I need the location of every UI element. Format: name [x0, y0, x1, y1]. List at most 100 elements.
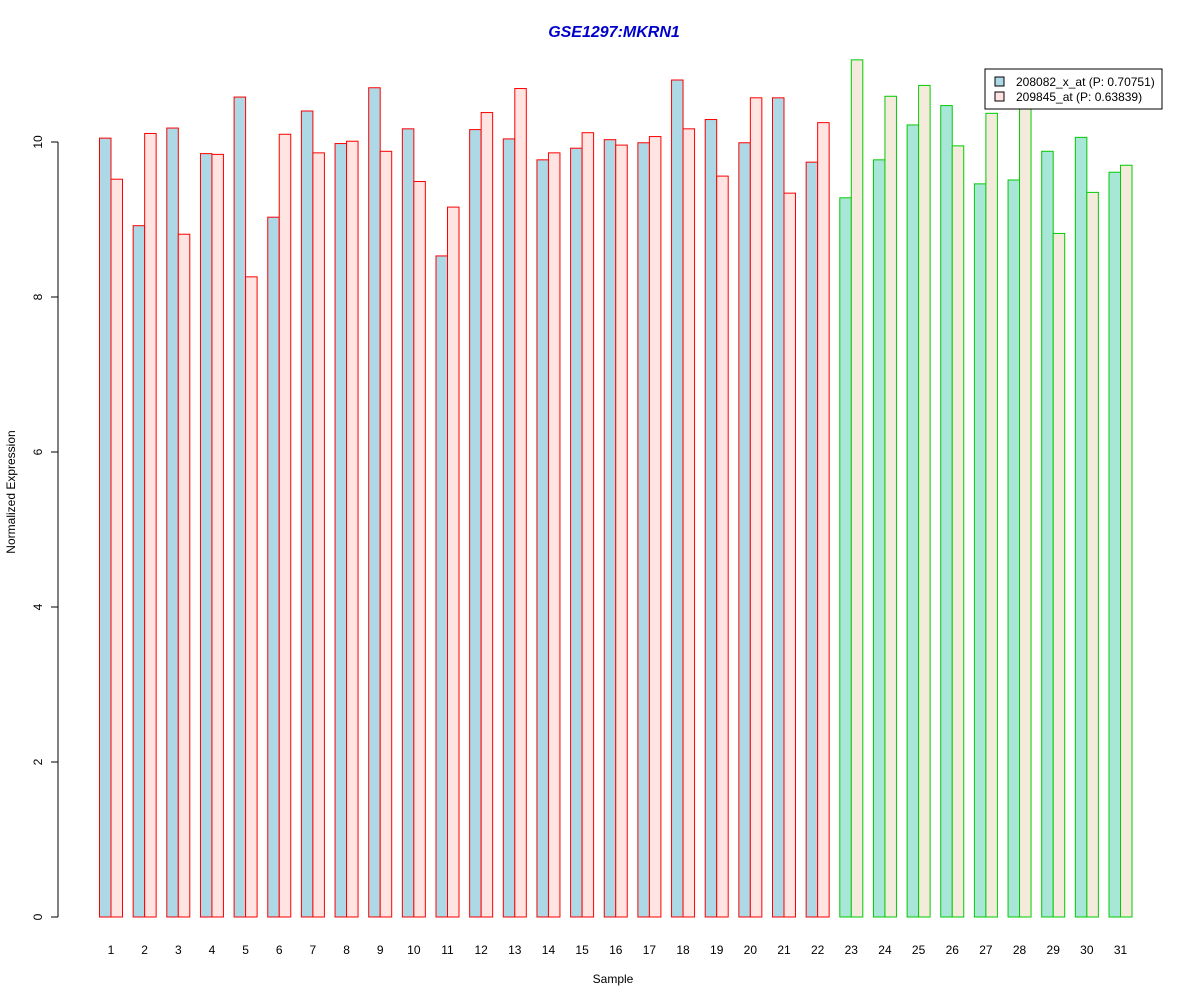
bar-series-2-sample-11	[447, 206, 460, 918]
legend-label-2: 209845_at (P: 0.63839)	[1016, 90, 1142, 104]
bar-series-1-sample-27	[973, 183, 987, 918]
bar-series-1-sample-21	[772, 97, 785, 918]
bar-series-2-sample-29	[1052, 232, 1066, 918]
x-tick-label: 27	[979, 943, 993, 957]
x-axis: 1 2 3 4 5 6 7 8 9 10 11 12 13 14 15 16 17 18 19 20 21 22 23 24 2…	[108, 943, 1128, 957]
legend: 208082_x_at (P: 0.70751)209845_at (P: 0.…	[984, 68, 1163, 110]
bar-series-1-sample-14	[536, 159, 549, 918]
bar-series-2-sample-30	[1086, 191, 1099, 918]
bar-series-1-sample-26	[940, 105, 953, 918]
x-tick-label: 5	[242, 943, 249, 957]
bar-series-1-sample-22	[805, 161, 819, 918]
bar-series-2-sample-22	[817, 122, 830, 918]
bar-series-2-sample-26	[951, 145, 965, 918]
x-tick-label: 31	[1114, 943, 1128, 957]
bar-series-2-sample-24	[884, 95, 897, 918]
x-tick-label: 11	[441, 943, 454, 957]
bar-series-1-sample-4	[199, 153, 213, 918]
x-tick-label: 25	[912, 943, 926, 957]
bar-series-2-sample-5	[245, 276, 258, 918]
x-tick-label: 10	[407, 943, 421, 957]
x-tick-label: 9	[377, 943, 384, 957]
bar-series-2-sample-17	[648, 136, 662, 918]
x-tick-label: 15	[575, 943, 589, 957]
bar-series-2-sample-20	[749, 97, 763, 918]
bar-series-2-sample-19	[716, 175, 729, 918]
bar-series-1-sample-19	[704, 119, 718, 918]
bar-series-2-sample-28	[1019, 98, 1032, 918]
bar-series-1-sample-20	[738, 142, 751, 918]
bar-series-1-sample-2	[132, 225, 146, 918]
bar-series-1-sample-18	[671, 79, 684, 918]
legend-swatch-2	[994, 91, 1005, 102]
bar-series-2-sample-7	[312, 152, 325, 918]
bar-series-2-sample-3	[177, 233, 191, 918]
bar-series-2-sample-6	[278, 133, 292, 918]
bar-series-2-sample-31	[1120, 164, 1133, 918]
x-tick-label: 12	[474, 943, 488, 957]
bar-series-1-sample-13	[502, 138, 516, 918]
x-tick-label: 26	[946, 943, 960, 957]
bar-series-2-sample-9	[379, 150, 393, 918]
y-tick-label: 10	[31, 135, 45, 149]
bar-series-2-sample-8	[346, 140, 359, 918]
bar-series-2-sample-12	[480, 112, 494, 918]
chart-title: GSE1297:MKRN1	[548, 24, 680, 41]
bar-series-2-sample-13	[514, 88, 527, 918]
y-tick-label: 0	[31, 913, 45, 920]
bar-series-2-sample-27	[985, 112, 998, 918]
y-axis-label: Normalized Expression	[4, 430, 18, 553]
bar-series-2-sample-21	[783, 192, 796, 918]
bar-series-2-sample-14	[547, 152, 561, 918]
bar-series-1-sample-23	[839, 197, 852, 918]
x-tick-label: 19	[710, 943, 724, 957]
bar-series-1-sample-31	[1108, 171, 1121, 918]
legend-box	[984, 68, 1163, 110]
bar-series-1-sample-9	[368, 87, 381, 918]
bar-series-2-sample-1	[110, 178, 123, 918]
x-tick-label: 23	[845, 943, 859, 957]
x-tick-label: 17	[643, 943, 657, 957]
bar-series-1-sample-29	[1041, 150, 1054, 918]
bar-series-1-sample-17	[637, 142, 650, 918]
bar-series-2-sample-4	[211, 153, 224, 918]
bar-series-1-sample-10	[401, 128, 415, 918]
x-tick-label: 18	[676, 943, 690, 957]
bar-series-1-sample-25	[906, 124, 920, 918]
bar-series-1-sample-12	[469, 129, 482, 918]
bar-series-1-sample-24	[872, 159, 886, 918]
x-tick-label: 24	[878, 943, 892, 957]
bar-series-1-sample-6	[267, 216, 280, 918]
x-axis-label: Sample	[593, 972, 634, 986]
bar-series-1-sample-1	[99, 137, 112, 918]
bar-series-1-sample-3	[166, 127, 179, 918]
bar-series-1-sample-28	[1007, 179, 1021, 918]
y-axis: 0 2 4 6 8 10	[31, 135, 59, 920]
x-tick-label: 28	[1013, 943, 1027, 957]
legend-swatch-1	[994, 76, 1005, 87]
bar-series-1-sample-15	[570, 147, 583, 918]
bar-series-2-sample-16	[615, 144, 628, 918]
y-tick-label: 6	[31, 448, 45, 455]
bar-series-2-sample-15	[581, 132, 595, 918]
x-tick-label: 29	[1047, 943, 1061, 957]
bar-series-1-sample-16	[603, 139, 617, 918]
x-tick-label: 7	[310, 943, 317, 957]
x-tick-label: 20	[744, 943, 758, 957]
bar-series-1-sample-8	[334, 143, 348, 918]
bar-series-2-sample-23	[850, 59, 864, 918]
bar-series-1-sample-30	[1074, 136, 1088, 918]
x-tick-label: 4	[209, 943, 216, 957]
y-tick-label: 8	[31, 293, 45, 300]
plot-area	[99, 59, 1133, 918]
bar-series-2-sample-25	[918, 84, 931, 918]
x-tick-label: 16	[609, 943, 623, 957]
x-tick-label: 2	[141, 943, 148, 957]
x-tick-label: 6	[276, 943, 283, 957]
bar-series-2-sample-18	[682, 128, 696, 918]
x-tick-label: 1	[108, 943, 115, 957]
y-tick-label: 4	[31, 603, 45, 610]
x-tick-label: 30	[1080, 943, 1094, 957]
